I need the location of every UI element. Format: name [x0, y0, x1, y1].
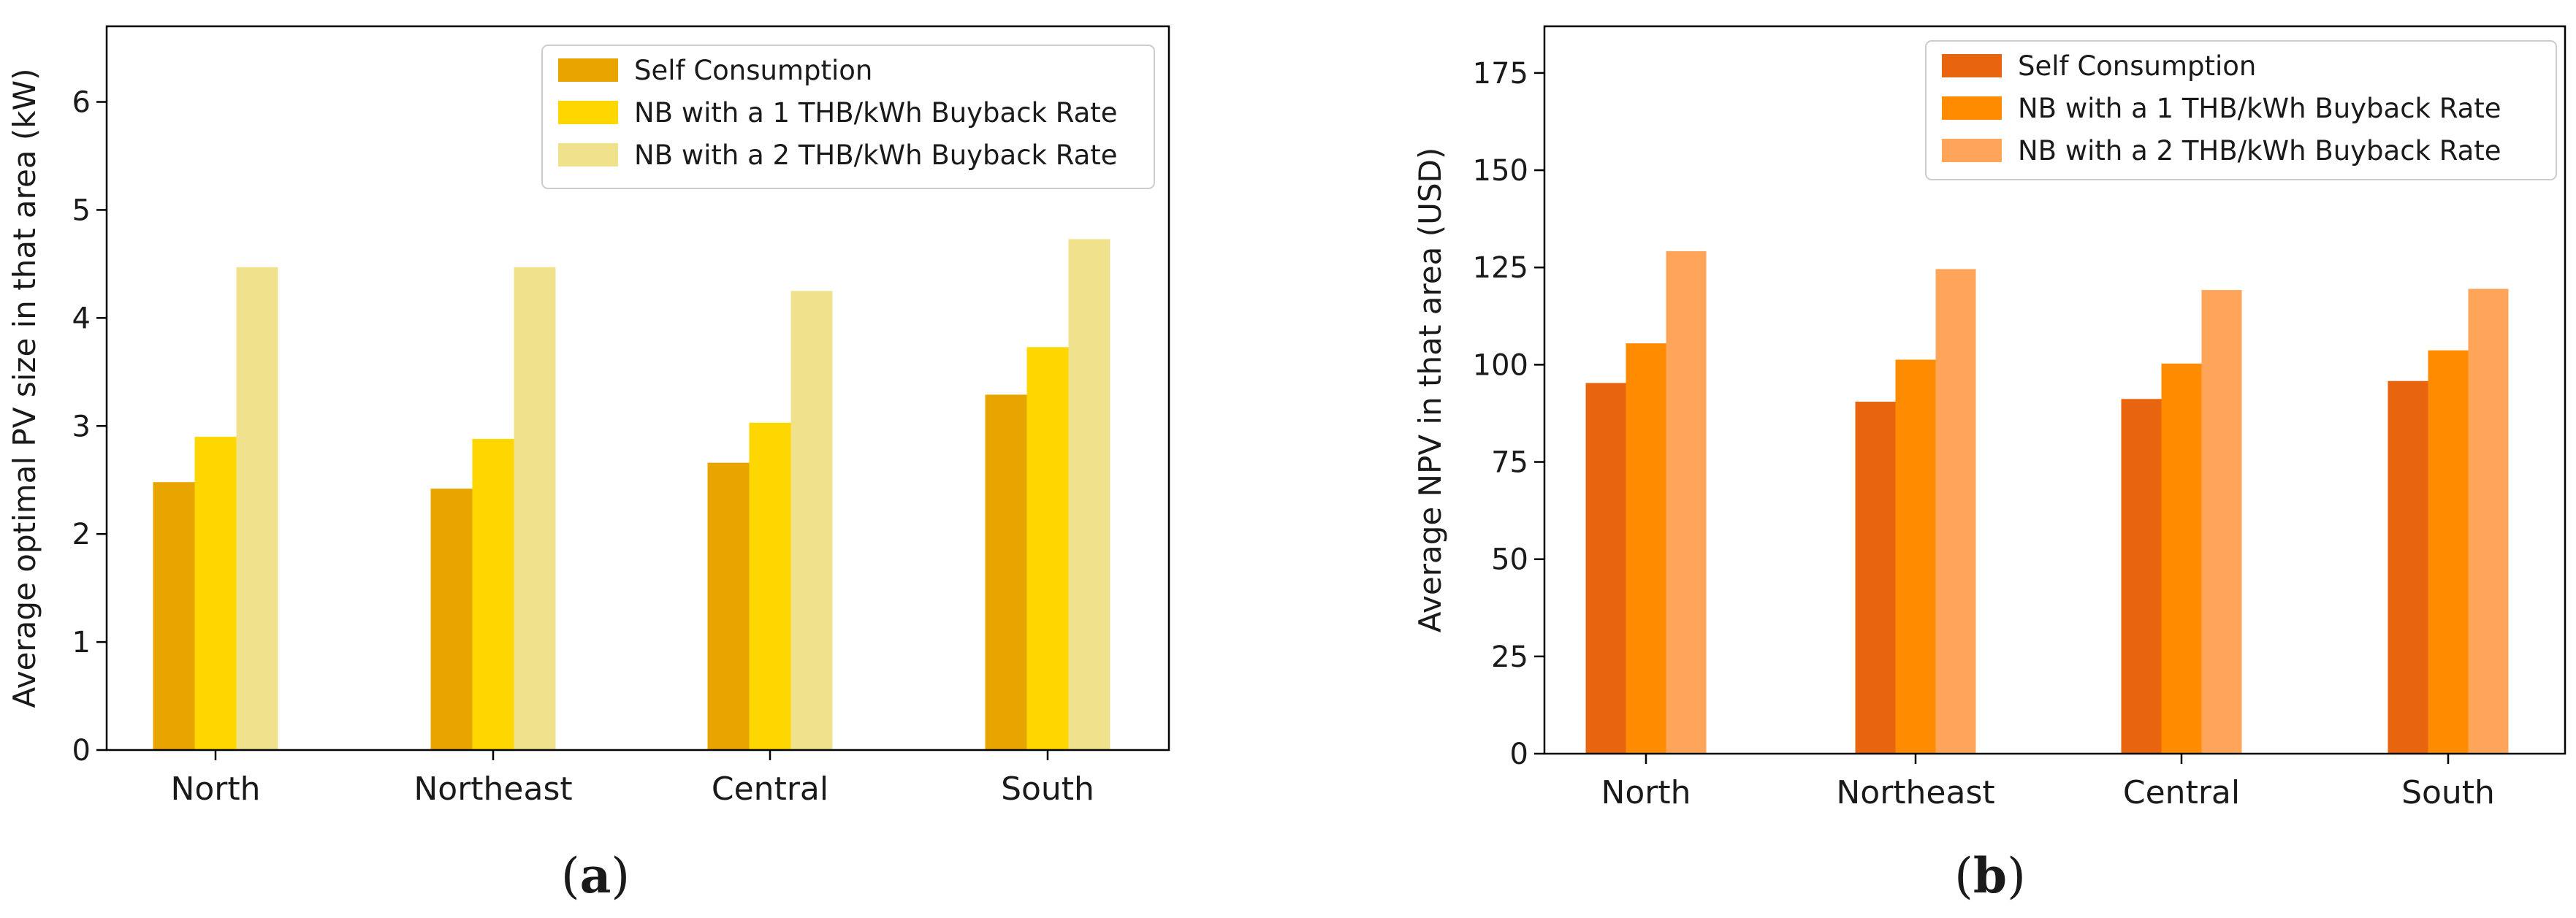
legend-box [541, 45, 1155, 189]
x-tick-label: North [170, 770, 260, 808]
x-tick-label: Central [712, 770, 828, 808]
legend-swatch [558, 58, 618, 82]
bar-north-series-3 [1666, 250, 1707, 754]
x-tick-label: South [2401, 774, 2495, 811]
bar-south-series-1 [2388, 380, 2428, 754]
y-tick-label: 175 [1473, 57, 1528, 91]
panel-caption: (b) [1954, 847, 2026, 904]
y-tick-label: 75 [1491, 446, 1528, 480]
bar-northeast-series-3 [1935, 269, 1976, 754]
y-tick-label: 6 [72, 86, 91, 120]
x-tick-label: Northeast [414, 770, 572, 808]
legend-label: NB with a 1 THB/kWh Buyback Rate [634, 97, 1118, 129]
legend-label: Self Consumption [634, 55, 872, 86]
bar-central-series-3 [790, 291, 833, 750]
y-tick-label: 1 [72, 626, 91, 659]
bar-northeast-series-2 [1895, 359, 1936, 754]
y-tick-label: 3 [72, 410, 91, 443]
bar-north-series-2 [194, 437, 237, 750]
bar-northeast-series-3 [514, 267, 556, 750]
legend-label: NB with a 2 THB/kWh Buyback Rate [634, 139, 1118, 171]
legend: Self Consumption NB with a 1 THB/kWh Buyb… [1925, 40, 2557, 180]
bar-south-series-1 [985, 394, 1027, 750]
x-tick-label: Central [2123, 774, 2240, 811]
bar-north-series-3 [236, 267, 278, 750]
x-tick-label: Northeast [1836, 774, 1994, 811]
y-tick-label: 5 [72, 194, 91, 227]
chart-b: 0 25 50 75 100 125 150 175 North Northeast Central… [1412, 25, 2567, 904]
bar-central-series-3 [2201, 290, 2242, 754]
y-axis-label: Average NPV in that area (USD) [1412, 148, 1448, 632]
bar-north-series-2 [1626, 343, 1666, 754]
legend-swatch [558, 143, 618, 167]
bar-north-series-1 [1585, 383, 1626, 754]
y-tick-label: 50 [1491, 543, 1528, 577]
bar-northeast-series-2 [472, 439, 514, 750]
panel-caption: (a) [561, 847, 630, 904]
bar-central-series-1 [2121, 399, 2162, 754]
bar-south-series-3 [1068, 239, 1110, 750]
legend-label: Self Consumption [2018, 50, 2256, 82]
axes-frame [105, 25, 1170, 751]
y-axis-label: Average optimal PV size in that area (kW… [7, 68, 42, 708]
axes-frame [1543, 25, 2567, 755]
bar-central-series-2 [749, 422, 791, 750]
x-tick-label: North [1601, 774, 1691, 811]
legend-swatch [558, 101, 618, 124]
legend-swatch [1942, 139, 2002, 162]
x-tick-label: South [1001, 770, 1094, 808]
legend-swatch [1942, 96, 2002, 120]
bar-northeast-series-1 [1855, 402, 1896, 754]
legend-label: NB with a 2 THB/kWh Buyback Rate [2018, 135, 2501, 167]
bar-central-series-2 [2161, 363, 2202, 754]
y-tick-label: 0 [1510, 738, 1528, 771]
legend-box [1925, 40, 2557, 180]
y-tick-label: 150 [1473, 154, 1528, 188]
y-tick-label: 2 [72, 518, 91, 551]
bar-central-series-1 [707, 462, 750, 750]
bar-south-series-2 [1026, 347, 1069, 750]
y-tick-label: 100 [1473, 348, 1528, 382]
legend-swatch [1942, 54, 2002, 77]
bar-south-series-3 [2468, 288, 2509, 754]
bar-south-series-2 [2428, 350, 2469, 754]
chart-a: 0 1 2 3 4 5 6 North Northeast Central South Average… [7, 25, 1170, 904]
legend-label: NB with a 1 THB/kWh Buyback Rate [2018, 93, 2501, 124]
legend: Self Consumption NB with a 1 THB/kWh Buyb… [541, 45, 1155, 189]
y-tick-label: 0 [72, 734, 91, 768]
y-tick-label: 4 [72, 302, 91, 335]
y-tick-label: 25 [1491, 640, 1528, 674]
bar-northeast-series-1 [430, 489, 473, 750]
bar-north-series-1 [153, 482, 195, 750]
y-tick-label: 125 [1473, 251, 1528, 285]
